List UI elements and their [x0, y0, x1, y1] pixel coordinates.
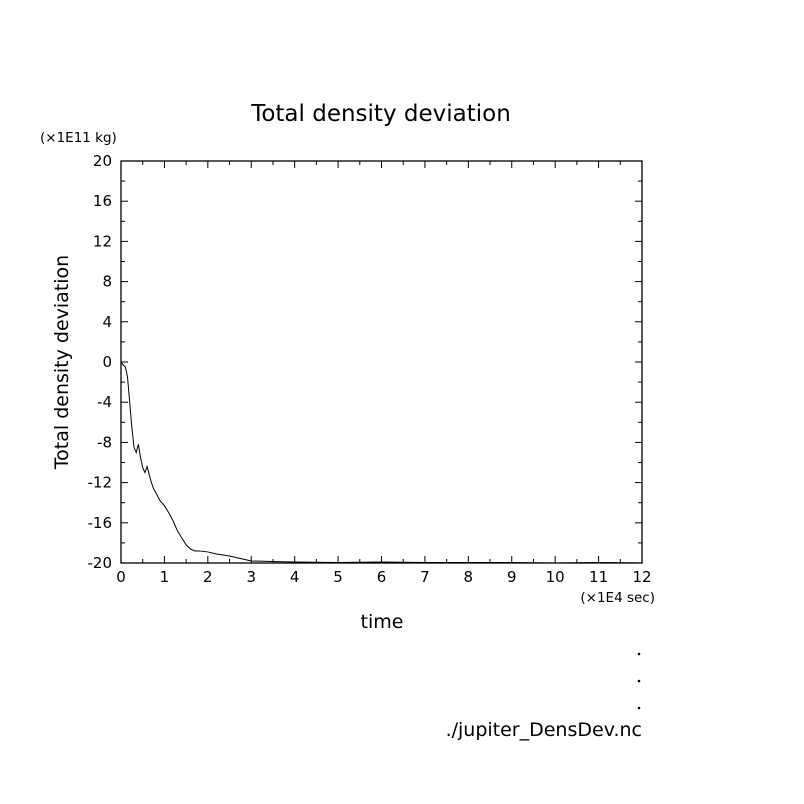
y-tick-label: 16: [93, 192, 112, 210]
y-tick-label: -20: [88, 554, 113, 572]
x-tick-label: 8: [464, 568, 474, 586]
y-tick-label: 12: [93, 232, 112, 250]
y-tick-label: -16: [88, 514, 113, 532]
series-group: [120, 361, 643, 564]
y-tick-label: 0: [102, 353, 112, 371]
x-tick-label: 4: [290, 568, 300, 586]
plot-frame: [120, 160, 643, 564]
x-unit-label: (×1E4 sec): [580, 590, 655, 606]
dot-marker: [637, 652, 641, 656]
file-path-label: ./jupiter_DensDev.nc: [446, 719, 642, 741]
dot-marker: [637, 706, 641, 710]
x-tick-label: 10: [546, 568, 565, 586]
y-tick-label: -4: [97, 393, 112, 411]
y-tick-label: -8: [97, 433, 112, 451]
x-tick-label: 3: [246, 568, 256, 586]
chart-title: Total density deviation: [250, 101, 511, 127]
y-tick-label: 20: [93, 152, 112, 170]
x-tick-label: 9: [507, 568, 517, 586]
dot-marker: [637, 679, 641, 683]
x-tick-labels: 0 1 2 3 4 5 6 7 8 9 10 11 12: [116, 568, 651, 586]
y-tick-label: -12: [88, 474, 113, 492]
x-tick-label: 6: [377, 568, 387, 586]
series-line: [120, 361, 643, 564]
x-tick-label: 7: [420, 568, 430, 586]
y-tick-labels: 20 16 12 8 4 0 -4 -8 -12 -16 -20: [88, 152, 113, 572]
x-tick-label: 12: [632, 568, 651, 586]
axis-ticks: [120, 160, 643, 564]
y-tick-label: 4: [102, 313, 112, 331]
y-axis-label: Total density deviation: [51, 255, 73, 470]
x-tick-label: 11: [589, 568, 608, 586]
x-tick-label: 2: [203, 568, 213, 586]
x-tick-label: 0: [116, 568, 126, 586]
x-tick-label: 5: [333, 568, 343, 586]
y-unit-label: (×1E11 kg): [40, 130, 117, 146]
x-axis-label: time: [361, 611, 404, 633]
y-tick-label: 8: [102, 273, 112, 291]
x-tick-label: 1: [160, 568, 170, 586]
